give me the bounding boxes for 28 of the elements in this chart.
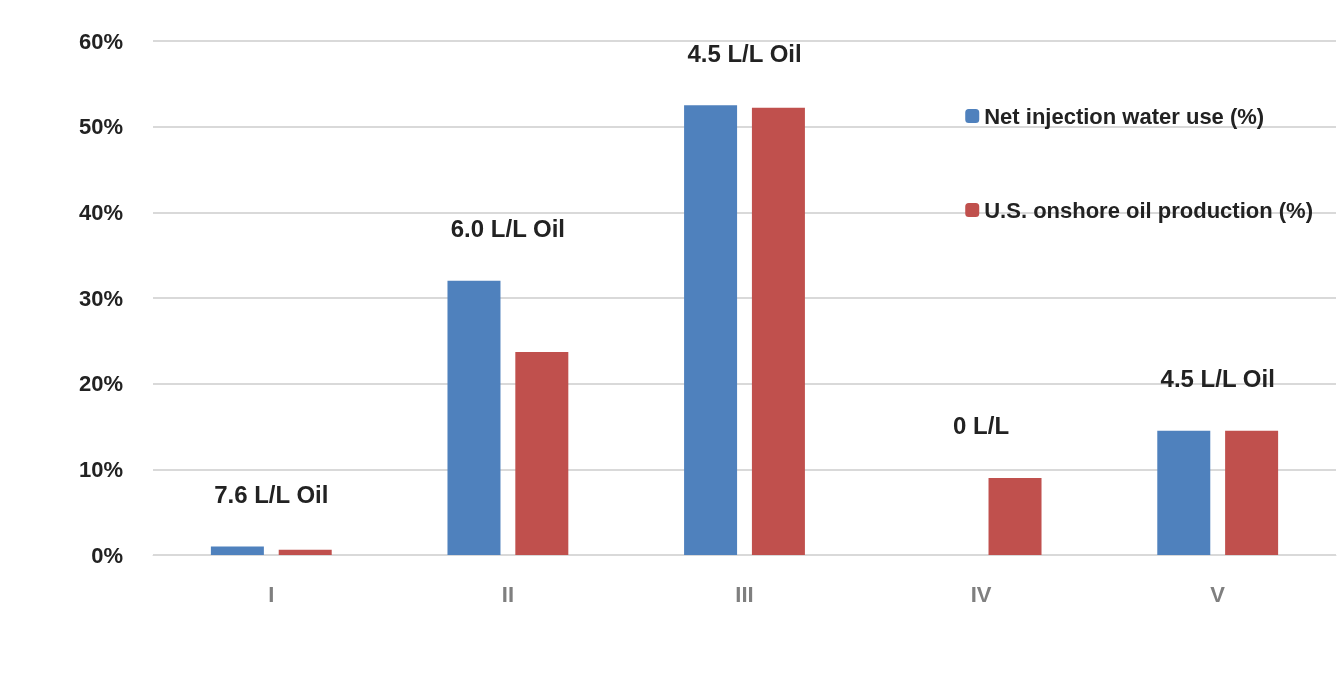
x-tick-label: III	[735, 581, 754, 607]
y-tick-label: 40%	[78, 199, 123, 225]
annotation: 7.6 L/L Oil	[214, 480, 329, 508]
annotation: 4.5 L/L Oil	[1160, 365, 1275, 393]
x-tick-label: IV	[970, 581, 992, 607]
legend-label: Net injection water use (%)	[984, 103, 1265, 129]
x-tick-label: I	[268, 581, 275, 607]
y-tick-label: 30%	[78, 285, 123, 311]
bar	[515, 351, 569, 555]
annotation: 6.0 L/L Oil	[450, 215, 566, 243]
bar	[210, 546, 264, 555]
y-tick-label: 10%	[78, 456, 123, 482]
bar	[447, 280, 501, 555]
bar	[751, 107, 805, 555]
y-tick-label: 50%	[78, 114, 123, 140]
y-tick-label: 60%	[78, 28, 123, 54]
bar	[1225, 430, 1279, 555]
y-tick-label: 0%	[91, 542, 123, 568]
annotation: 0 L/L	[953, 412, 1010, 440]
bar	[988, 477, 1042, 555]
bar	[1157, 430, 1211, 555]
bar	[278, 549, 332, 555]
legend-label: U.S. onshore oil production (%)	[984, 197, 1313, 223]
annotation: 4.5 L/L Oil	[687, 39, 802, 67]
x-tick-label: II	[501, 581, 515, 607]
bar	[684, 105, 738, 555]
y-tick-label: 20%	[78, 371, 123, 397]
x-tick-label: V	[1210, 581, 1226, 607]
